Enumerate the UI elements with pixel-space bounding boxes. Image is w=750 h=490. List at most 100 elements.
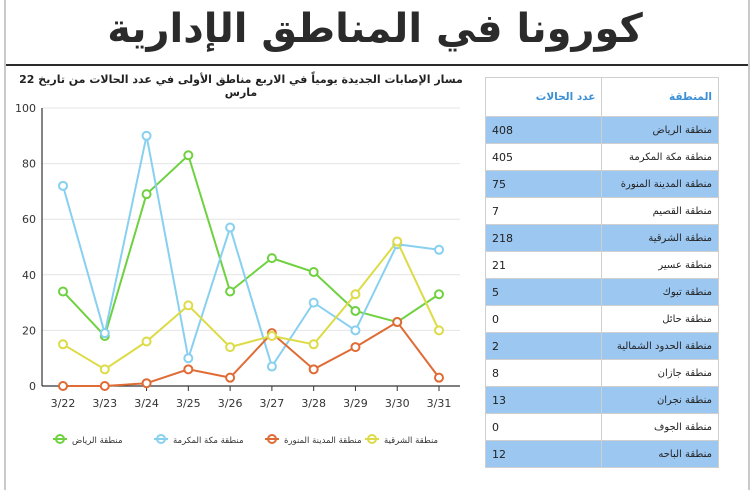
- data-point: [58, 339, 68, 350]
- region-cell: منطقة الشرقية: [601, 224, 719, 252]
- series-2: [58, 317, 444, 391]
- data-point: [225, 222, 236, 233]
- data-point: [58, 180, 68, 191]
- chart-title: مسار الإصابات الجديدة يومياً في الاربع م…: [19, 73, 463, 99]
- x-tick-label: 3/22: [51, 397, 76, 410]
- x-tick-label: 3/25: [176, 397, 201, 410]
- region-cell: منطقة القصيم: [601, 197, 719, 225]
- series-3: [58, 236, 444, 375]
- data-point: [350, 289, 361, 300]
- table-row: منطقة الشرقية 218: [484, 224, 719, 252]
- x-tick-label: 3/24: [134, 397, 159, 410]
- data-point: [392, 236, 403, 247]
- y-tick-label: 60: [22, 213, 36, 226]
- count-cell: 0: [484, 305, 603, 333]
- data-point: [392, 317, 403, 328]
- data-point: [434, 325, 444, 336]
- y-tick-label: 0: [29, 380, 36, 393]
- region-cell: منطقة عسير: [601, 251, 719, 279]
- table-row: منطقة الباحه 12: [484, 440, 719, 468]
- data-point: [225, 342, 236, 353]
- table-row: منطقة الحدود الشمالية 2: [484, 332, 719, 360]
- title-underline: [6, 64, 748, 66]
- count-cell: 12: [484, 440, 603, 468]
- data-point: [308, 267, 319, 278]
- cases-table-body: منطقة الرياض 408 منطقة مكة المكرمة 405 منطقة…: [484, 116, 719, 468]
- count-cell: 2: [484, 332, 603, 360]
- data-point: [183, 353, 194, 364]
- series-line: [62, 135, 440, 369]
- series-0: [58, 150, 444, 341]
- region-cell: منطقة جازان: [601, 359, 719, 387]
- region-cell: منطقة حائل: [601, 305, 719, 333]
- region-cell: منطقة تبوك: [601, 278, 719, 306]
- table-row: منطقة حائل 0: [484, 305, 719, 333]
- x-tick-label: 3/30: [385, 397, 410, 410]
- region-cell: منطقة مكة المكرمة: [601, 143, 719, 171]
- data-point: [350, 325, 361, 336]
- data-point: [141, 378, 152, 389]
- region-cell: منطقة نجران: [601, 386, 719, 414]
- series-line: [62, 239, 440, 371]
- data-point: [350, 305, 361, 316]
- series-line: [63, 320, 440, 387]
- page-title: كورونا في المناطق الإدارية: [107, 6, 643, 52]
- data-point: [99, 381, 110, 391]
- count-cell: 408: [484, 116, 603, 144]
- data-point: [58, 381, 68, 391]
- count-cell: 13: [484, 386, 603, 414]
- data-point: [58, 286, 68, 297]
- data-point: [183, 364, 194, 375]
- count-column-header: عدد الحالات: [484, 77, 603, 117]
- table-row: منطقة الجوف 0: [484, 413, 719, 441]
- y-tick-label: 80: [22, 158, 36, 171]
- x-tick-label: 3/29: [343, 397, 368, 410]
- table-row: منطقة عسير 21: [484, 251, 719, 279]
- legend-label: منطقة مكة المكرمة: [173, 436, 244, 446]
- series-line: [62, 153, 440, 338]
- count-cell: 8: [484, 359, 603, 387]
- data-point: [141, 130, 152, 141]
- data-point: [266, 253, 277, 264]
- table-row: منطقة تبوك 5: [484, 278, 719, 306]
- data-point: [141, 189, 152, 200]
- series-1: [58, 130, 444, 372]
- data-point: [141, 336, 152, 347]
- region-cell: منطقة الرياض: [601, 116, 719, 144]
- data-point: [266, 330, 277, 341]
- data-point: [266, 361, 277, 372]
- data-point: [434, 289, 444, 300]
- table-header-row: المنطقة عدد الحالات: [484, 77, 719, 117]
- region-cell: منطقة المدينة المنورة: [601, 170, 719, 198]
- x-tick-label: 3/27: [260, 397, 285, 410]
- region-cell: منطقة الحدود الشمالية: [601, 332, 719, 360]
- data-point: [183, 150, 194, 161]
- line-chart: 0 20 40 60 80 100 3/22 3/23 3/24 3/25 3/26 3/27 3/28…: [15, 102, 460, 446]
- table-row: منطقة جازان 8: [484, 359, 719, 387]
- data-point: [99, 328, 110, 339]
- count-cell: 75: [484, 170, 603, 198]
- count-cell: 0: [484, 413, 603, 441]
- legend-label: منطقة الرياض: [72, 436, 123, 446]
- data-point: [308, 364, 319, 375]
- data-point: [350, 342, 361, 353]
- x-tick-label: 3/28: [301, 397, 326, 410]
- count-cell: 21: [484, 251, 603, 279]
- count-cell: 5: [484, 278, 603, 306]
- count-cell: 405: [484, 143, 603, 171]
- x-tick-label: 3/31: [427, 397, 452, 410]
- region-column-header: المنطقة: [601, 77, 719, 117]
- frame-right-border: [748, 0, 750, 490]
- data-point: [225, 372, 236, 383]
- count-cell: 218: [484, 224, 603, 252]
- x-tick-label: 3/26: [218, 397, 243, 410]
- y-tick-label: 100: [15, 102, 36, 115]
- x-tick-label: 3/23: [92, 397, 117, 410]
- cases-table: المنطقة عدد الحالات منطقة الرياض 408 منطقة…: [484, 77, 719, 468]
- table-row: منطقة المدينة المنورة 75: [484, 170, 719, 198]
- region-cell: منطقة الباحه: [601, 440, 719, 468]
- data-point: [99, 364, 110, 375]
- data-point: [225, 286, 236, 297]
- y-tick-label: 40: [22, 269, 36, 282]
- table-row: منطقة مكة المكرمة 405: [484, 143, 719, 171]
